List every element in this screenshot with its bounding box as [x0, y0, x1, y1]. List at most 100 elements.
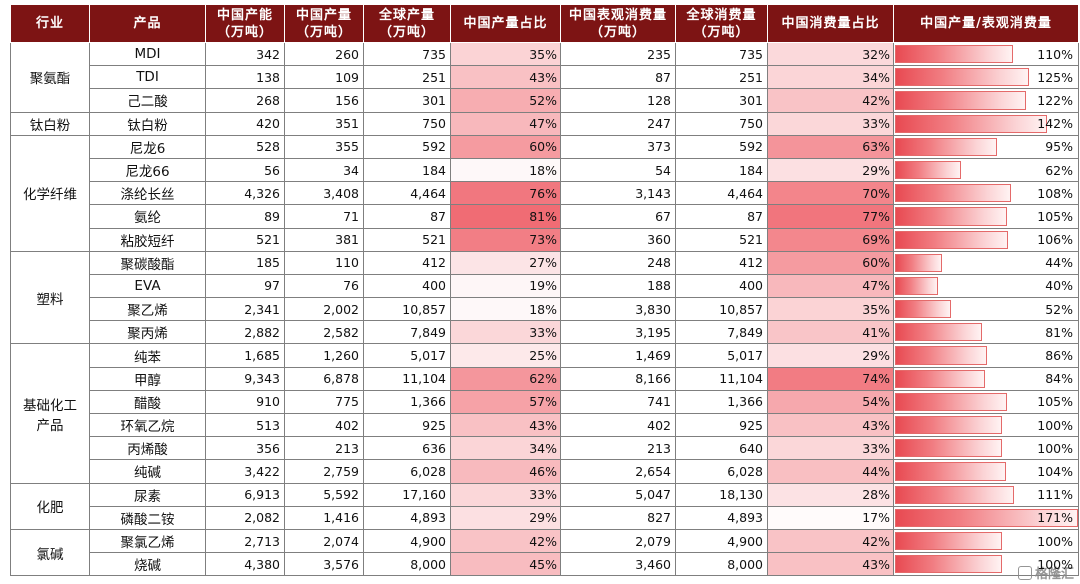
cn-capacity-cell: 6,913: [205, 482, 285, 507]
cn-consumption-cell: 2,654: [560, 459, 676, 484]
output-consumption-ratio-cell: 106%: [893, 227, 1079, 252]
industry-cell: 化肥: [10, 482, 90, 530]
product-cell: 聚氯乙烯: [89, 528, 206, 554]
industry-cell: 化学纤维: [10, 134, 90, 252]
table-row: 塑料 聚碳酸酯 185 110 412 27% 248 412 60% 44%: [10, 250, 1079, 345]
cn-output-cell: 156: [284, 88, 364, 113]
cn-consumption-cell: 247: [560, 111, 676, 136]
product-cell: MDI: [89, 41, 206, 67]
cn-capacity-cell: 528: [205, 134, 285, 159]
product-cell: 尼龙6: [89, 134, 206, 159]
product-cell: 尼龙66: [89, 157, 206, 183]
global-consumption-cell: 18,130: [675, 482, 768, 507]
cn-output-share-cell: 43%: [450, 412, 561, 438]
cn-consumption-share-cell: 69%: [767, 227, 894, 252]
industry-cell: 基础化工 产品: [10, 343, 90, 484]
ratio-data-bar: [895, 45, 1013, 64]
ratio-value: 100%: [1037, 440, 1073, 456]
global-output-cell: 87: [363, 204, 451, 229]
product-cell: 磷酸二铵: [89, 505, 206, 530]
ratio-data-bar: [895, 508, 1078, 527]
cn-capacity-cell: 2,713: [205, 528, 285, 554]
product-cell: 醋酸: [89, 389, 206, 415]
ratio-data-bar: [895, 346, 987, 365]
global-output-cell: 6,028: [363, 459, 451, 484]
industry-cell: 聚氨酯: [10, 42, 90, 113]
cn-output-cell: 109: [284, 65, 364, 90]
ratio-data-bar: [895, 485, 1014, 504]
cn-consumption-share-cell: 34%: [767, 65, 894, 90]
cn-output-cell: 6,878: [284, 366, 364, 391]
output-consumption-ratio-cell: 40%: [893, 273, 1079, 299]
table-row: 醋酸 910 775 1,366 57% 741 1,366 54% 105%: [11, 389, 1079, 415]
output-consumption-ratio-cell: 108%: [893, 181, 1079, 206]
ratio-data-bar: [895, 416, 1002, 435]
output-consumption-ratio-cell: 100%: [893, 528, 1079, 554]
product-cell: 环氧乙烷: [89, 412, 206, 438]
global-output-cell: 925: [363, 412, 451, 438]
ratio-data-bar: [895, 555, 1002, 574]
global-consumption-cell: 521: [675, 227, 768, 252]
product-cell: 钛白粉: [89, 111, 206, 136]
ratio-value: 95%: [1045, 139, 1073, 155]
ratio-data-bar: [895, 531, 1002, 551]
output-consumption-ratio-cell: 110%: [893, 41, 1079, 67]
ratio-data-bar: [895, 137, 997, 156]
header-global-output: 全球产量 （万吨）: [363, 4, 451, 43]
ratio-value: 106%: [1037, 232, 1073, 248]
cn-output-cell: 2,582: [284, 320, 364, 345]
global-output-cell: 7,849: [363, 320, 451, 345]
global-output-cell: 4,464: [363, 181, 451, 206]
table-row: 甲醇 9,343 6,878 11,104 62% 8,166 11,104 74% 84%: [11, 366, 1079, 391]
cn-output-cell: 71: [284, 204, 364, 229]
global-output-cell: 8,000: [363, 552, 451, 577]
cn-capacity-cell: 4,326: [205, 181, 285, 206]
product-cell: 丙烯酸: [89, 436, 206, 461]
cn-consumption-cell: 2,079: [560, 528, 676, 554]
global-consumption-cell: 301: [675, 88, 768, 113]
table-row: 化肥 尿素 6,913 5,592 17,160 33% 5,047 18,130 28% 111…: [10, 482, 1079, 530]
table-row: 涤纶长丝 4,326 3,408 4,464 76% 3,143 4,464 70% 108%: [11, 181, 1079, 206]
cn-output-share-cell: 29%: [450, 505, 561, 530]
global-consumption-cell: 10,857: [675, 297, 768, 322]
cn-output-share-cell: 34%: [450, 436, 561, 461]
cn-output-cell: 775: [284, 389, 364, 415]
ratio-value: 40%: [1045, 278, 1073, 294]
ratio-value: 122%: [1037, 92, 1073, 108]
cn-output-share-cell: 76%: [450, 181, 561, 206]
output-consumption-ratio-cell: 105%: [893, 204, 1079, 229]
global-consumption-cell: 4,464: [675, 181, 768, 206]
cn-capacity-cell: 2,882: [205, 320, 285, 345]
ratio-data-bar: [895, 392, 1008, 411]
product-cell: 聚碳酸酯: [89, 250, 206, 275]
cn-capacity-cell: 89: [205, 204, 285, 229]
cn-consumption-cell: 67: [560, 204, 676, 229]
table-row: 磷酸二铵 2,082 1,416 4,893 29% 827 4,893 17% 171%: [11, 505, 1079, 530]
cn-capacity-cell: 56: [205, 157, 285, 183]
cn-consumption-cell: 360: [560, 227, 676, 252]
cn-consumption-cell: 54: [560, 157, 676, 183]
table-body: 聚氨酯 MDI 342 260 735 35% 235 735 32% 110% TDI 138 109…: [10, 41, 1079, 577]
ratio-data-bar: [895, 276, 938, 296]
output-consumption-ratio-cell: 52%: [893, 297, 1079, 322]
global-consumption-cell: 8,000: [675, 552, 768, 577]
cn-consumption-share-cell: 33%: [767, 436, 894, 461]
ratio-value: 52%: [1045, 301, 1073, 317]
output-consumption-ratio-cell: 44%: [893, 250, 1079, 275]
ratio-value: 100%: [1037, 417, 1073, 433]
product-cell: 甲醇: [89, 366, 206, 391]
table-row: 钛白粉 钛白粉 420 351 750 47% 247 750 33% 142%: [10, 111, 1079, 136]
cn-output-cell: 2,002: [284, 297, 364, 322]
cn-output-cell: 76: [284, 273, 364, 299]
product-cell: 纯碱: [89, 459, 206, 484]
output-consumption-ratio-cell: 125%: [893, 65, 1079, 90]
ratio-data-bar: [895, 323, 982, 342]
ratio-data-bar: [895, 462, 1007, 481]
global-output-cell: 4,900: [363, 528, 451, 554]
global-consumption-cell: 4,893: [675, 505, 768, 530]
cn-consumption-cell: 3,830: [560, 297, 676, 322]
cn-output-cell: 381: [284, 227, 364, 252]
product-cell: TDI: [89, 65, 206, 90]
cn-consumption-share-cell: 29%: [767, 157, 894, 183]
chemical-capacity-table: 行业 产品 中国产能 （万吨） 中国产量 （万吨） 全球产量 （万吨） 中国产量占比 中国表…: [10, 4, 1079, 577]
